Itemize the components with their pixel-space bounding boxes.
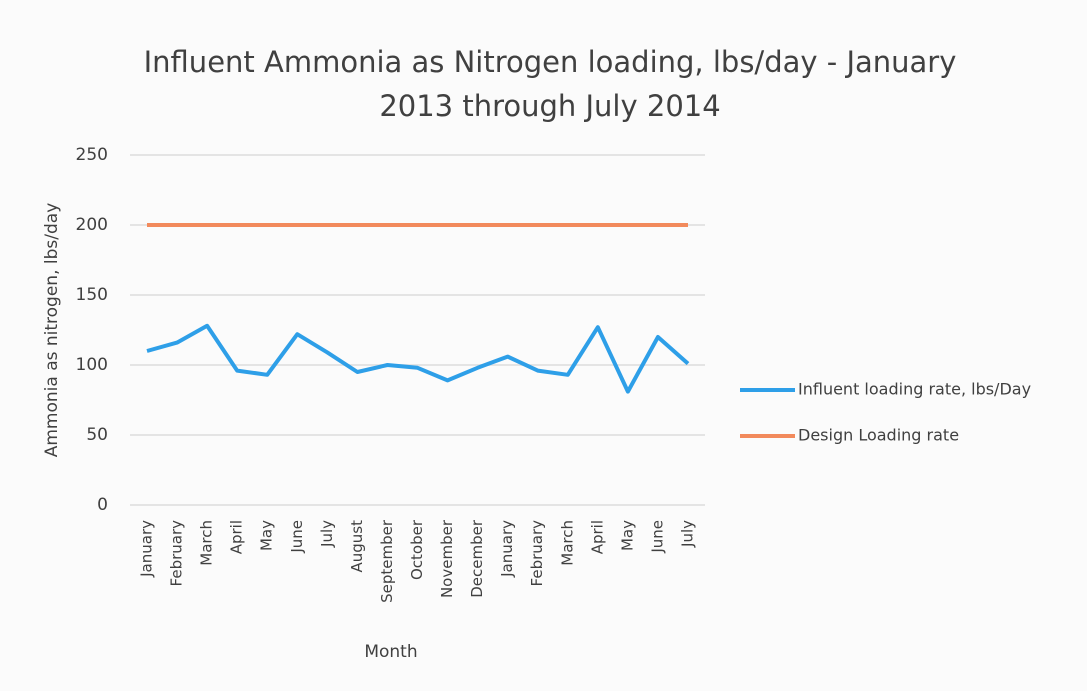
y-tick-label: 100 — [76, 355, 108, 375]
x-tick-label: July — [679, 520, 697, 548]
x-tick-label: May — [618, 520, 636, 551]
x-tick-label: June — [288, 520, 306, 554]
x-tick-label: December — [468, 519, 486, 598]
x-tick-label: January — [138, 520, 156, 578]
y-tick-label: 250 — [76, 145, 108, 165]
y-tick-label: 50 — [86, 425, 108, 445]
x-tick-label: May — [258, 520, 276, 551]
legend-label: Influent loading rate, lbs/Day — [798, 380, 1031, 399]
x-tick-label: August — [348, 520, 366, 573]
x-tick-label: March — [558, 520, 576, 566]
legend-label: Design Loading rate — [798, 426, 959, 445]
y-tick-label: 150 — [76, 285, 108, 305]
y-tick-label: 0 — [97, 495, 108, 515]
x-tick-label: February — [528, 520, 546, 587]
x-tick-label: October — [408, 519, 426, 580]
x-tick-label: June — [648, 520, 666, 554]
x-tick-label: February — [168, 520, 186, 587]
x-tick-label: April — [228, 520, 246, 554]
x-tick-label: September — [378, 519, 396, 603]
x-tick-label: November — [438, 519, 456, 598]
y-axis-label: Ammonia as nitrogen, lbs/day — [42, 203, 62, 458]
x-axis-label: Month — [364, 642, 417, 662]
x-tick-label: January — [498, 520, 516, 578]
chart-title: Influent Ammonia as Nitrogen loading, lb… — [143, 45, 957, 123]
y-tick-label: 200 — [76, 215, 108, 235]
x-tick-label: April — [588, 520, 606, 554]
x-tick-label: March — [198, 520, 216, 566]
x-tick-label: July — [318, 520, 336, 548]
series-line — [146, 323, 690, 394]
